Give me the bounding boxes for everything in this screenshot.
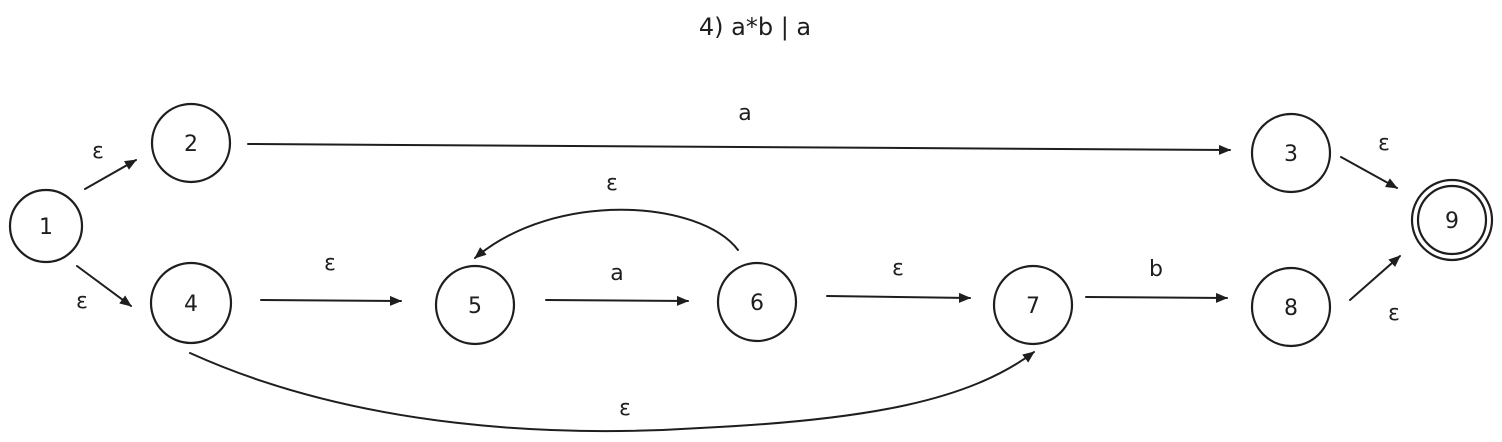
state-label: 1: [39, 215, 53, 240]
state-label: 8: [1284, 296, 1298, 321]
transition-3-9: ε: [1340, 131, 1398, 189]
transition-label: ε: [1378, 131, 1390, 156]
transition-6-5: ε: [474, 171, 739, 259]
transition-1-2: ε: [84, 139, 137, 190]
transition-1-4: ε: [76, 265, 132, 314]
state-2: 2: [150, 102, 232, 184]
transition-label: ε: [619, 396, 631, 421]
transition-label: ε: [606, 171, 618, 196]
transition-label: ε: [76, 289, 88, 314]
state-label: 4: [184, 292, 198, 317]
transition-label: ε: [1388, 301, 1400, 326]
state-1: 1: [8, 188, 84, 264]
state-3: 3: [1250, 112, 1332, 194]
transition-4-7: ε: [189, 351, 1035, 433]
state-label: 5: [468, 294, 482, 319]
transition-label: a: [610, 261, 623, 286]
state-label: 7: [1026, 294, 1040, 319]
transition-7-8: b: [1085, 257, 1228, 303]
state-6: 6: [716, 261, 798, 343]
transition-label: ε: [92, 139, 104, 164]
state-9-accepting: 9: [1410, 178, 1494, 262]
state-label: 2: [184, 132, 198, 157]
transition-2-3: a: [247, 101, 1231, 155]
transition-label: b: [1149, 257, 1163, 282]
transition-6-7: ε: [826, 256, 971, 303]
state-8: 8: [1250, 266, 1332, 348]
transition-5-6: a: [545, 261, 689, 306]
state-5: 5: [434, 264, 516, 346]
state-label: 9: [1445, 209, 1459, 234]
transition-label: ε: [324, 251, 336, 276]
state-label: 3: [1284, 142, 1298, 167]
transition-8-9: ε: [1349, 255, 1401, 326]
transition-label: ε: [892, 256, 904, 281]
diagram-title: 4) a*b | a: [699, 13, 811, 41]
state-4: 4: [149, 261, 233, 345]
state-7: 7: [992, 264, 1074, 346]
transition-label: a: [738, 101, 751, 126]
state-label: 6: [750, 291, 764, 316]
transition-4-5: ε: [260, 251, 402, 306]
